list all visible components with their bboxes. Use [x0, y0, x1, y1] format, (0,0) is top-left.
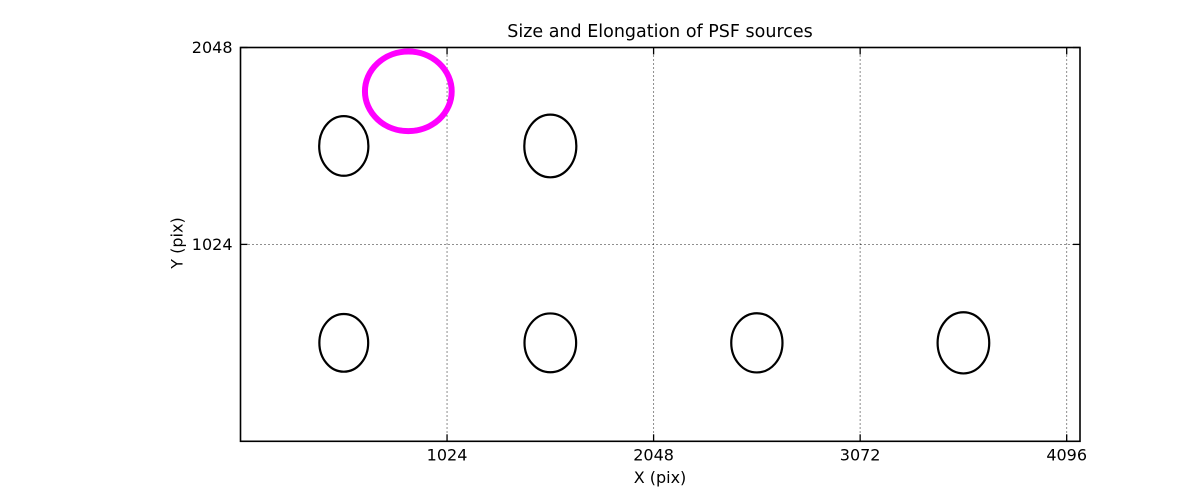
x-axis-label: X (pix): [633, 468, 687, 487]
psf-ellipse: [318, 312, 370, 373]
psf-ellipse: [318, 115, 370, 177]
psf-ellipse: [523, 113, 578, 179]
x-tick-label: 4096: [1046, 445, 1087, 464]
x-tick-label: 2048: [633, 445, 674, 464]
x-tick-label: 1024: [427, 445, 468, 464]
psf-ellipse: [730, 312, 784, 374]
highlighted-psf-ellipse: [361, 48, 455, 135]
psf-ellipse: [523, 312, 578, 374]
axes-border: [239, 46, 1081, 443]
psf-ellipse: [936, 311, 991, 375]
x-tick-label: 3072: [840, 445, 881, 464]
chart-title: Size and Elongation of PSF sources: [507, 22, 813, 42]
y-tick-label: 2048: [192, 38, 233, 57]
y-tick-label: 1024: [192, 235, 233, 254]
